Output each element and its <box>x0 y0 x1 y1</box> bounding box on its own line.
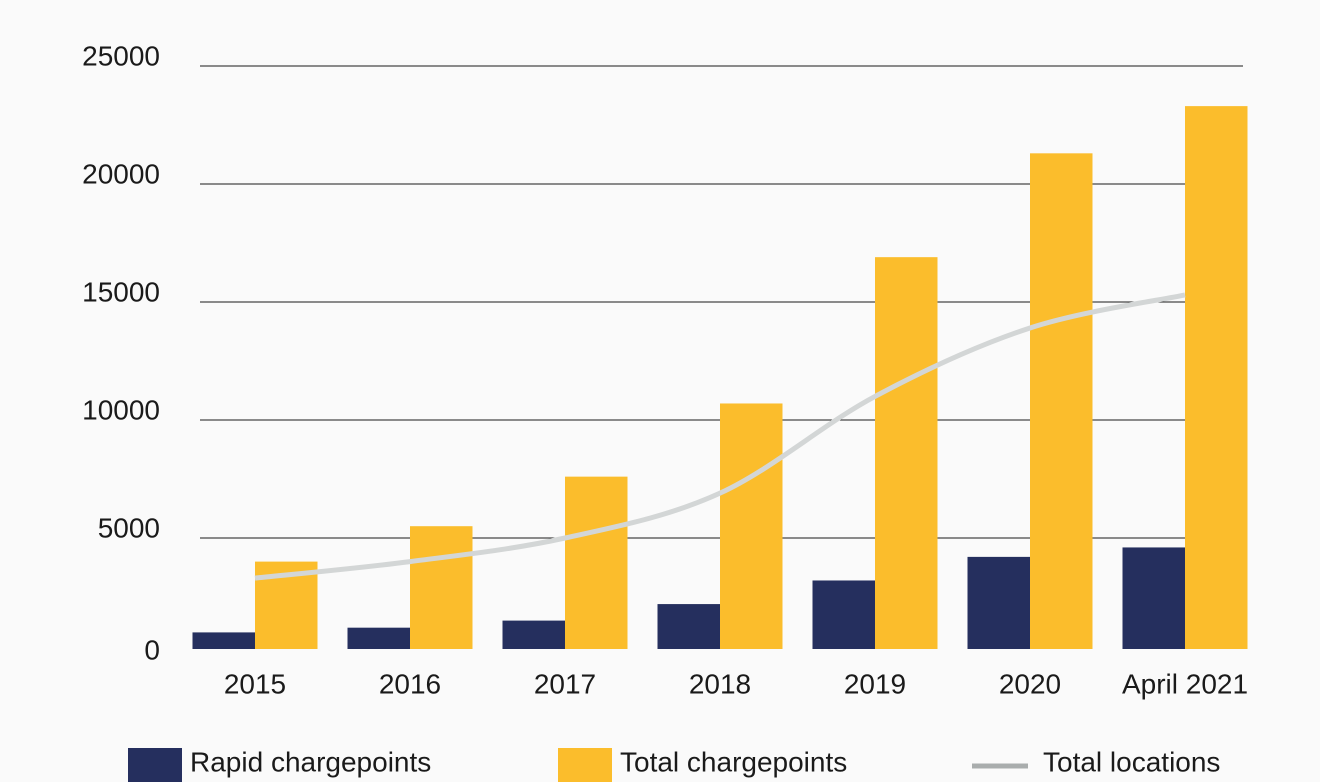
y-tick-label: 10000 <box>82 394 160 425</box>
line-series <box>254 292 1186 581</box>
y-tick-label: 20000 <box>82 158 160 189</box>
legend-label: Total chargepoints <box>620 746 847 777</box>
x-tick-label: 2015 <box>224 668 286 699</box>
x-tick-label: 2018 <box>689 668 751 699</box>
bar <box>1030 153 1093 649</box>
bar <box>565 476 628 649</box>
legend-swatch <box>558 748 612 782</box>
x-tick-label: 2020 <box>999 668 1061 699</box>
bar <box>410 526 473 649</box>
y-tick-label: 15000 <box>82 276 160 307</box>
bar <box>967 556 1030 649</box>
x-tick-label: 2017 <box>534 668 596 699</box>
y-tick-label: 5000 <box>98 512 160 543</box>
y-tick-label: 0 <box>144 634 160 665</box>
x-tick-label: 2016 <box>379 668 441 699</box>
bar <box>502 620 565 649</box>
bar <box>347 627 410 649</box>
bar <box>875 257 938 649</box>
x-tick-label: 2019 <box>844 668 906 699</box>
bar <box>1185 106 1248 650</box>
legend-label: Total locations <box>1043 746 1220 777</box>
legend-label: Rapid chargepoints <box>190 746 431 777</box>
bar <box>192 632 255 649</box>
bar <box>812 580 875 649</box>
bar <box>1122 547 1185 649</box>
y-tick-label: 25000 <box>82 40 160 71</box>
legend-swatch <box>128 748 182 782</box>
bar <box>720 403 783 649</box>
bar <box>657 604 720 649</box>
x-tick-label: April 2021 <box>1122 668 1248 699</box>
